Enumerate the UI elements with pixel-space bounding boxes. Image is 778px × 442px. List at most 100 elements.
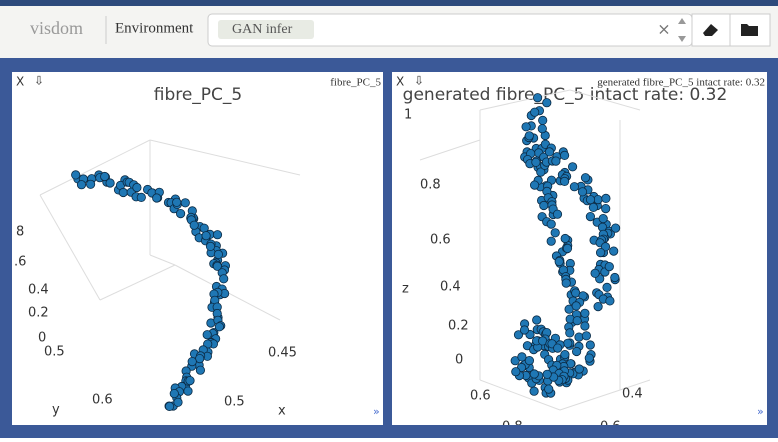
axis-line [99, 264, 176, 301]
scatter-point [542, 98, 552, 108]
scatter-point [569, 182, 580, 192]
scatter-point [552, 209, 563, 219]
scatter-point [519, 325, 530, 335]
panel: X ⇩ fibre_PC_5fibre_PC_58.60.40.200.50.6y0… [12, 72, 383, 425]
tick-label: 8 [16, 225, 24, 240]
scatter-point [524, 355, 535, 366]
scatter-point [511, 367, 521, 377]
tick-label: 0.5 [224, 395, 245, 410]
scatter-point [600, 242, 611, 252]
scatter-point [571, 346, 582, 357]
download-button[interactable]: ⇩ [414, 74, 424, 88]
panel-tab-title: fibre_PC_5 [330, 77, 381, 89]
folder-icon [741, 24, 758, 36]
scatter-point [513, 330, 524, 340]
scatter-point [173, 397, 183, 407]
scatter-point [610, 272, 620, 283]
scatter-point [105, 178, 115, 188]
axis-line [39, 139, 151, 196]
scatter-point [560, 349, 570, 360]
scatter-point [544, 384, 554, 394]
scatter-point [183, 386, 193, 396]
download-button[interactable]: ⇩ [34, 74, 44, 88]
scatter-point [585, 195, 596, 205]
close-button: X [16, 75, 24, 89]
scatter-point [562, 243, 573, 253]
resize-corner: » [757, 405, 764, 418]
env-tag[interactable] [218, 20, 314, 39]
tick-label: 0.4 [440, 280, 461, 295]
scatter-point [580, 308, 590, 318]
tick-label: 0 [455, 353, 463, 368]
clear-button[interactable]: × [657, 20, 670, 39]
scatter-point [595, 248, 606, 258]
tick-label: 0.8 [420, 178, 441, 193]
scatter-point [554, 256, 564, 267]
tick-label: 0.4 [28, 283, 49, 298]
scatter-point [529, 369, 539, 379]
tick-label: 1 [404, 108, 412, 123]
env-tag-text: GAN infer [232, 22, 293, 37]
scatter-point [605, 296, 615, 306]
axis-line [479, 89, 571, 111]
brand: visdom [30, 18, 83, 38]
scatter-point [214, 322, 224, 332]
env-label: Environment [115, 20, 194, 36]
tick-label: x [278, 404, 286, 419]
scatter-point [212, 261, 222, 271]
scatter-point [580, 321, 590, 331]
scatter-point [152, 193, 162, 203]
scatter-point [212, 230, 223, 240]
axis-line [419, 139, 481, 161]
scatter-point [561, 278, 571, 288]
scatter-point [553, 343, 563, 353]
axis-line [559, 379, 651, 411]
tick-label: 0.6 [430, 233, 451, 248]
scatter-point [169, 388, 179, 399]
scatter-point [560, 233, 570, 244]
tick-label: 0.5 [44, 345, 65, 360]
scatter-point [546, 236, 556, 246]
tick-label: 0.2 [28, 306, 49, 321]
scatter-point [529, 386, 539, 396]
scatter-point [213, 249, 223, 259]
scatter-point [524, 131, 534, 141]
axis-line [149, 254, 176, 266]
scatter-point [529, 180, 540, 190]
tick-label: 0.4 [622, 387, 643, 402]
scatter-point [539, 200, 549, 211]
axis-line [149, 139, 301, 176]
scatter-point [559, 176, 570, 186]
scatter-point [577, 187, 588, 197]
scatter-point [205, 241, 216, 251]
tick-label: 0.6 [92, 393, 113, 408]
scatter-point [588, 202, 599, 212]
scatter-point [172, 197, 182, 207]
dropdown-arrows[interactable] [678, 18, 686, 42]
tick-label: 0 [38, 331, 46, 346]
scatter-point [71, 170, 81, 180]
scatter-point [590, 268, 600, 278]
scatter-point [201, 231, 211, 241]
close-button: X [396, 75, 404, 89]
scatter-point [574, 364, 584, 374]
scatter-point [546, 219, 556, 229]
scatter-point [185, 375, 195, 386]
tick-label: 0.6 [470, 389, 491, 404]
axis-line [39, 194, 101, 301]
scatter-point [593, 301, 603, 312]
scatter-point [189, 220, 199, 230]
scatter-point [601, 204, 611, 214]
scatter-point [610, 223, 621, 233]
scatter-point [581, 331, 592, 341]
scatter-point [521, 122, 531, 132]
scatter-point [176, 209, 186, 219]
scatter-point [118, 187, 128, 198]
tick-label: z [402, 282, 409, 297]
scatter-point [565, 328, 575, 338]
scatter-point [598, 214, 608, 224]
scatter-point [550, 228, 560, 238]
plot-title: fibre_PC_5 [154, 85, 243, 105]
scatter-point [187, 356, 197, 367]
